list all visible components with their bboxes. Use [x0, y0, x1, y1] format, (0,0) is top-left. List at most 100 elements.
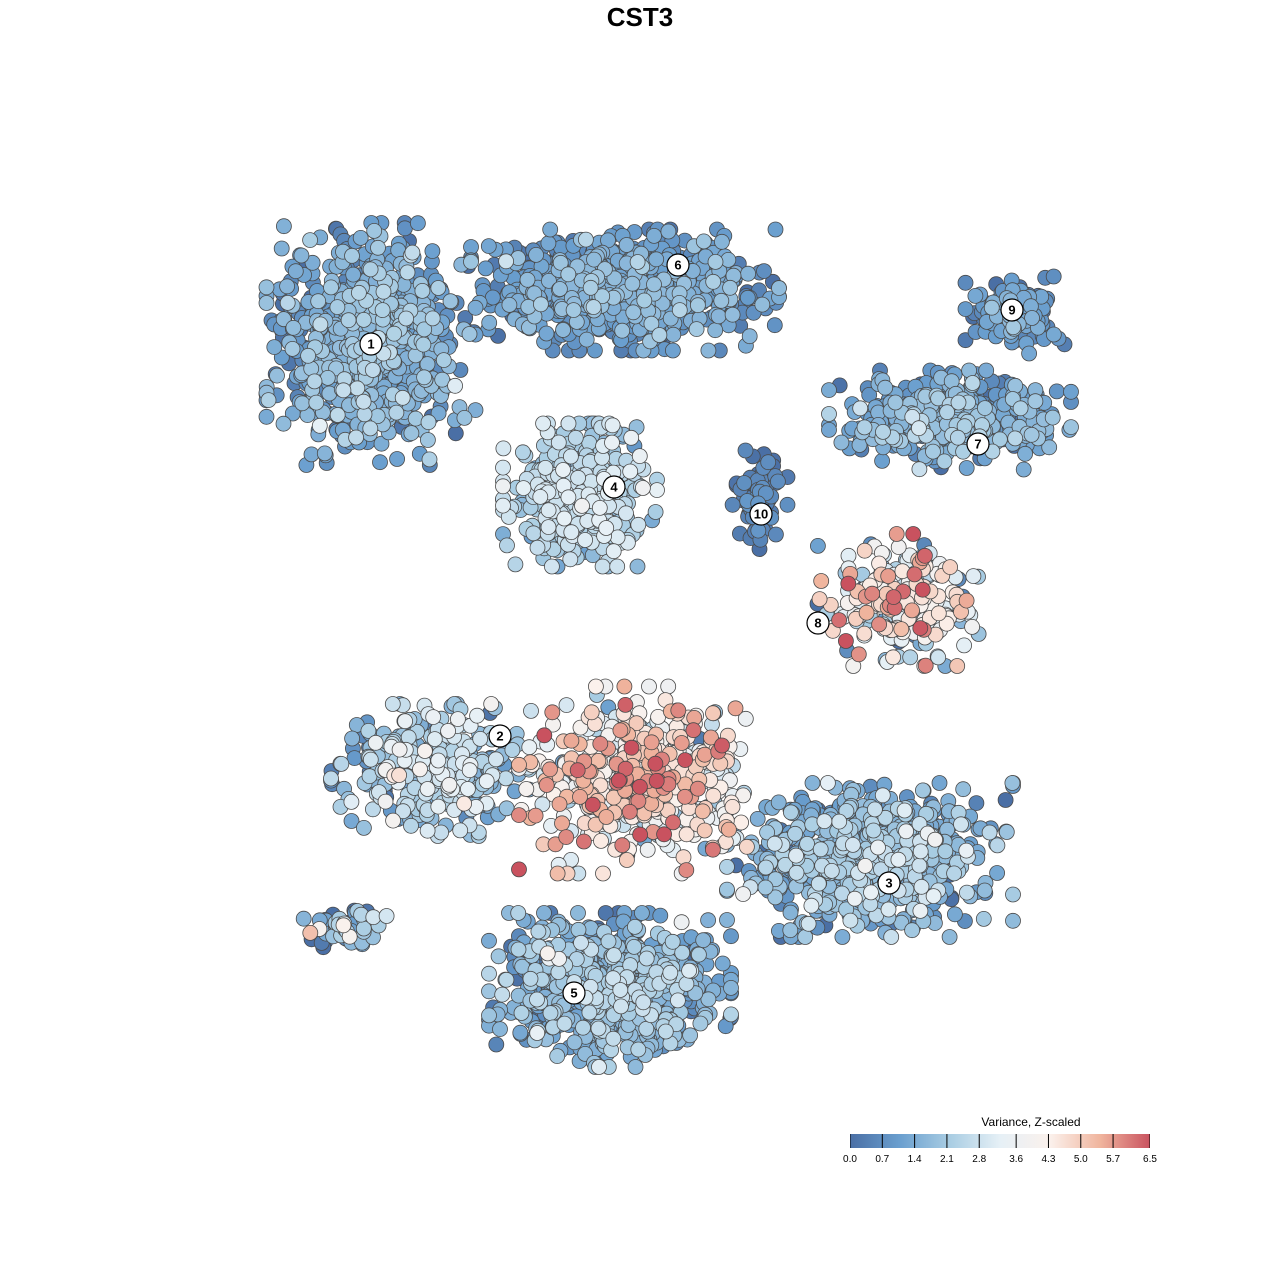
cell-point — [981, 824, 998, 841]
cell-point — [958, 460, 975, 476]
cell-point — [606, 947, 622, 963]
cell-point — [555, 322, 571, 338]
cell-point — [760, 454, 777, 471]
cell-point — [754, 296, 771, 313]
cell-point — [989, 837, 1006, 854]
cell-point — [723, 928, 739, 945]
cell-point — [998, 824, 1015, 840]
cell-point — [386, 325, 403, 342]
cell-point — [695, 932, 712, 949]
cell-point — [284, 340, 301, 357]
cell-point — [501, 296, 518, 313]
cell-point — [447, 425, 464, 442]
cell-point — [783, 804, 799, 821]
cell-point — [293, 247, 310, 264]
cell-point — [424, 310, 441, 327]
cell-point — [810, 875, 827, 892]
cell-point — [823, 863, 840, 879]
cell-point — [492, 1021, 508, 1037]
cell-point — [275, 415, 292, 432]
cell-point — [688, 321, 705, 338]
cell-point — [950, 429, 966, 446]
cell-point — [366, 222, 383, 239]
cell-point — [585, 299, 602, 316]
cell-point — [388, 404, 405, 421]
cell-point — [273, 240, 290, 257]
cell-point — [329, 407, 346, 423]
cell-point — [350, 284, 367, 301]
cell-point — [570, 905, 586, 921]
cell-point — [484, 289, 501, 306]
cell-point — [415, 336, 432, 353]
cell-point — [705, 273, 722, 290]
cell-point — [1045, 326, 1062, 343]
cell-point — [1027, 393, 1044, 410]
cell-point — [810, 538, 826, 554]
cell-point — [690, 297, 706, 314]
cell-point — [978, 362, 995, 379]
cell-point — [294, 395, 311, 412]
cell-point — [931, 775, 948, 791]
cell-point — [1045, 268, 1062, 285]
cell-point — [902, 649, 919, 666]
cell-point — [348, 429, 365, 446]
cell-point — [565, 302, 582, 319]
cell-point — [955, 781, 972, 798]
cell-point — [540, 235, 557, 252]
cell-point — [652, 907, 669, 924]
cell-point — [550, 964, 567, 980]
cell-point — [867, 801, 883, 818]
cell-point — [768, 526, 784, 543]
cell-point — [481, 965, 497, 982]
cell-point — [481, 1007, 497, 1024]
chart-title: CST3 — [606, 2, 674, 32]
cell-point — [497, 770, 514, 787]
cell-point — [310, 293, 327, 310]
cell-point — [529, 539, 546, 556]
cell-point — [515, 444, 531, 461]
cell-point — [691, 946, 707, 963]
cell-point — [346, 750, 363, 766]
cell-point — [389, 451, 406, 467]
cell-point — [275, 218, 292, 235]
cell-point — [646, 227, 662, 244]
cell-point — [657, 1023, 674, 1040]
cell-point — [1005, 886, 1021, 903]
cell-point — [362, 420, 379, 437]
cell-point — [519, 271, 536, 288]
cell-point — [700, 912, 716, 929]
cell-point — [398, 310, 415, 327]
cell-point — [664, 933, 681, 950]
cell-point — [374, 302, 391, 319]
cell-point — [300, 347, 317, 364]
cell-point — [799, 836, 815, 852]
cell-point — [340, 312, 357, 329]
cell-point — [630, 1041, 647, 1058]
cell-point — [671, 302, 688, 319]
cell-point — [1004, 775, 1021, 791]
cell-point — [522, 970, 539, 987]
cell-point — [707, 322, 724, 339]
cell-point — [512, 1024, 529, 1041]
cell-point — [403, 425, 420, 442]
cell-point — [329, 299, 346, 316]
cell-point — [312, 316, 329, 333]
cell-point — [638, 1020, 655, 1037]
cell-point — [362, 261, 379, 278]
cell-point — [258, 408, 275, 425]
cell-point — [767, 221, 784, 238]
cell-point — [316, 445, 333, 462]
cell-point — [723, 980, 739, 996]
cell-point — [1007, 430, 1024, 447]
cell-point — [782, 922, 799, 939]
cell-point — [968, 795, 985, 811]
cell-point — [915, 782, 931, 799]
cell-point — [560, 266, 577, 283]
cell-point — [552, 281, 568, 297]
cell-point — [578, 231, 594, 248]
cell-point — [605, 1030, 622, 1047]
cell-point — [403, 817, 419, 834]
cell-point — [788, 864, 805, 881]
cell-point — [481, 314, 498, 331]
